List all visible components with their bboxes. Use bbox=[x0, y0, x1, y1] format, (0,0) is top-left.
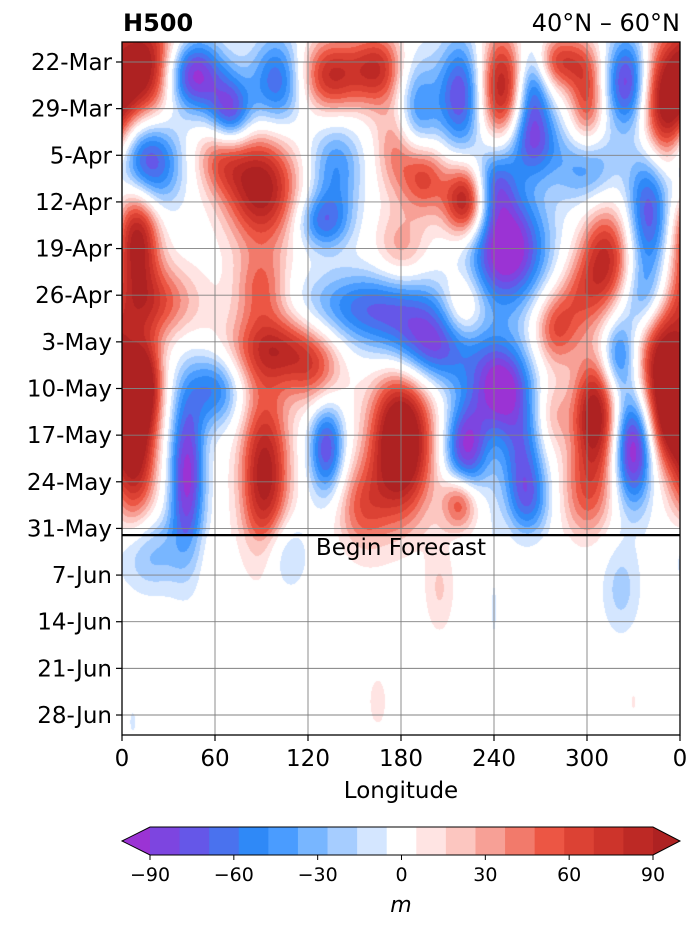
colorbar-swatch bbox=[150, 827, 181, 855]
forecast-marker: Begin Forecast bbox=[122, 533, 680, 561]
y-tick-label: 29-Mar bbox=[31, 97, 113, 123]
colorbar-tick-label: −60 bbox=[214, 864, 254, 886]
y-tick-label: 10-May bbox=[27, 377, 112, 403]
colorbar-swatch bbox=[297, 827, 329, 855]
chart-title-right: 40°N – 60°N bbox=[532, 9, 680, 37]
y-tick-label: 17-May bbox=[27, 423, 112, 449]
colorbar-swatch bbox=[386, 827, 417, 855]
colorbar-tick-label: 0 bbox=[395, 864, 407, 886]
colorbar-tick-label: −30 bbox=[298, 864, 338, 886]
colorbar-swatch bbox=[564, 827, 595, 855]
colorbar-swatch bbox=[623, 827, 654, 855]
colorbar-swatch bbox=[179, 827, 210, 855]
colorbar-swatch bbox=[445, 827, 477, 855]
x-axis: 0 60 120 180 240 300 0 bbox=[115, 735, 688, 772]
colorbar-extend-min bbox=[122, 827, 150, 855]
y-tick-label: 12-Apr bbox=[35, 190, 112, 216]
colorbar-swatch bbox=[357, 827, 388, 855]
gridlines bbox=[121, 42, 681, 735]
colorbar-tick-label: −90 bbox=[130, 864, 170, 886]
colorbar-tick-label: 30 bbox=[473, 864, 497, 886]
x-tick-label: 240 bbox=[472, 746, 516, 772]
y-tick-label: 22-Mar bbox=[31, 50, 113, 76]
y-tick-label: 28-Jun bbox=[37, 703, 112, 729]
y-tick-label: 14-Jun bbox=[37, 610, 112, 636]
colorbar-swatch bbox=[238, 827, 269, 855]
colorbar-swatch bbox=[505, 827, 536, 855]
y-tick-label: 19-Apr bbox=[35, 237, 112, 263]
colorbar-swatch bbox=[268, 827, 299, 855]
y-tick-label: 31-May bbox=[27, 516, 112, 542]
x-tick-label: 180 bbox=[379, 746, 423, 772]
colorbar-tick-label: 60 bbox=[557, 864, 581, 886]
y-tick-label: 21-Jun bbox=[37, 656, 112, 682]
x-tick-label: 60 bbox=[200, 746, 229, 772]
colorbar-swatch bbox=[209, 827, 240, 855]
y-tick-label: 7-Jun bbox=[52, 563, 112, 589]
y-tick-label: 5-Apr bbox=[50, 143, 113, 169]
colorbar-swatch bbox=[416, 827, 447, 855]
colorbar-swatch bbox=[593, 827, 625, 855]
x-tick-label: 120 bbox=[286, 746, 330, 772]
colorbar-swatch bbox=[475, 827, 506, 855]
x-tick-label: 0 bbox=[115, 746, 130, 772]
colorbar-swatch bbox=[534, 827, 565, 855]
colorbar-extend-max bbox=[653, 827, 680, 855]
colorbar: −90 −60 −30 0 30 60 90 bbox=[120, 826, 682, 886]
y-tick-label: 24-May bbox=[27, 470, 112, 496]
colorbar-label: m bbox=[390, 893, 411, 918]
forecast-label: Begin Forecast bbox=[316, 535, 486, 561]
y-axis: 22-Mar 29-Mar 5-Apr 12-Apr 19-Apr 26-Apr 3-May… bbox=[27, 50, 122, 729]
chart-title-left: H500 bbox=[123, 9, 193, 37]
x-tick-label: 300 bbox=[565, 746, 609, 772]
x-axis-label: Longitude bbox=[344, 778, 458, 804]
colorbar-swatch bbox=[327, 827, 358, 855]
y-tick-label: 26-Apr bbox=[35, 283, 112, 309]
x-tick-label: 0 bbox=[673, 746, 688, 772]
colorbar-tick-label: 90 bbox=[641, 864, 665, 886]
y-tick-label: 3-May bbox=[42, 330, 112, 356]
